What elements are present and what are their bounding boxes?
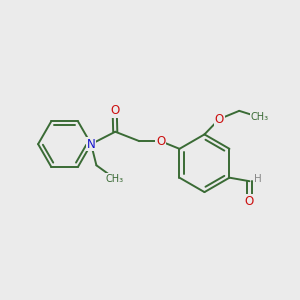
Text: O: O bbox=[245, 195, 254, 208]
Text: H: H bbox=[254, 174, 262, 184]
Text: O: O bbox=[156, 135, 165, 148]
Text: O: O bbox=[214, 112, 224, 126]
Text: N: N bbox=[87, 138, 95, 151]
Text: CH₃: CH₃ bbox=[106, 174, 124, 184]
Text: CH₃: CH₃ bbox=[251, 112, 269, 122]
Text: O: O bbox=[110, 104, 119, 117]
